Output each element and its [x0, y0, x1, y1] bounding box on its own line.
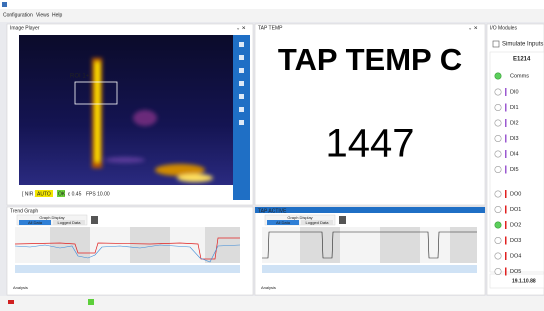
menu-bar	[0, 9, 544, 22]
io-bar	[505, 268, 507, 276]
panel-controls[interactable]: ⌄ ✕	[236, 25, 246, 31]
io-bar	[505, 135, 507, 143]
io-indicator	[495, 206, 501, 212]
status-emissivity: ε 0.45	[68, 191, 82, 197]
panel-title: Image Player	[10, 25, 40, 31]
graph-button-label[interactable]: Logged Data	[306, 220, 330, 225]
status-mode: [ NIR ]	[22, 191, 37, 197]
io-label: DO3	[510, 238, 521, 244]
simulate-label[interactable]: Simulate Inputs	[502, 42, 543, 48]
io-label: DO4	[510, 253, 521, 259]
io-bar	[505, 252, 507, 260]
tap-temp-value: 1447	[326, 122, 415, 166]
io-indicator	[495, 166, 501, 172]
io-bar	[505, 104, 507, 112]
io-label: Comms	[510, 73, 529, 79]
io-label: DI4	[510, 151, 519, 157]
tap-temp-label: TAP TEMP C	[278, 42, 462, 77]
pause-button[interactable]	[91, 216, 98, 224]
io-indicator	[495, 268, 501, 274]
page: Configuration Views Help Image Player ⌄ …	[0, 0, 544, 311]
tap-active-plot	[262, 227, 477, 263]
menu-item[interactable]: Configuration	[3, 12, 33, 18]
io-indicator	[495, 191, 501, 197]
status-auto[interactable]: AUTO	[37, 191, 51, 197]
app-window: Configuration Views Help Image Player ⌄ …	[0, 0, 544, 311]
menu-item[interactable]: Help	[52, 12, 63, 18]
status-icon	[8, 300, 14, 304]
io-label: DI3	[510, 136, 519, 142]
simulate-checkbox[interactable]	[493, 41, 499, 47]
status-fps: FPS 10.00	[86, 191, 110, 197]
io-indicator	[495, 89, 501, 95]
module-address: 19.1.10.88	[512, 278, 536, 284]
io-bar	[505, 237, 507, 245]
io-label: DI1	[510, 105, 519, 111]
menu-item[interactable]: Views	[36, 12, 50, 18]
status-ok: OK	[58, 191, 66, 197]
graph-button-label[interactable]: All Data	[28, 220, 43, 225]
active-header	[255, 207, 485, 213]
graph-button-label[interactable]: All Data	[276, 220, 291, 225]
io-bar	[505, 119, 507, 127]
module-name: E1214	[513, 57, 531, 63]
io-label: DI0	[510, 89, 519, 95]
status-icon	[88, 299, 94, 305]
io-bar	[505, 190, 507, 198]
io-indicator	[495, 135, 501, 141]
io-indicator	[495, 120, 501, 126]
io-bar	[505, 150, 507, 158]
io-label: DI5	[510, 167, 519, 173]
status-bar	[0, 296, 544, 311]
app-icon	[2, 2, 7, 7]
title-bar	[0, 0, 544, 9]
io-bar	[505, 88, 507, 96]
io-label: DO2	[510, 222, 521, 228]
io-label: DO1	[510, 207, 521, 213]
io-bar	[505, 206, 507, 214]
panel-title: TAP TEMP	[258, 25, 283, 31]
io-bar	[505, 221, 507, 229]
active-overview	[262, 265, 477, 273]
analysis-label: Analysis	[13, 285, 28, 290]
io-label: DI2	[510, 120, 519, 126]
trend-overview	[15, 265, 240, 273]
pause-button[interactable]	[339, 216, 346, 224]
io-indicator	[495, 73, 501, 79]
io-indicator	[495, 151, 501, 157]
io-indicator	[495, 253, 501, 259]
panel-controls[interactable]: ⌄ ✕	[468, 25, 478, 31]
io-bar	[505, 166, 507, 174]
io-label: DO5	[510, 269, 521, 275]
io-label: DO0	[510, 191, 521, 197]
roi-label: ROI 1+	[70, 74, 90, 80]
io-indicator	[495, 104, 501, 110]
analysis-label: Analysis	[261, 285, 276, 290]
io-indicator	[495, 222, 501, 228]
panel-title: Trend Graph	[10, 208, 38, 214]
panel-title: TAP ACTIVE	[258, 208, 287, 214]
io-indicator	[495, 237, 501, 243]
graph-button-label[interactable]: Logged Data	[58, 220, 82, 225]
panel-title: I/O Modules	[490, 25, 517, 31]
